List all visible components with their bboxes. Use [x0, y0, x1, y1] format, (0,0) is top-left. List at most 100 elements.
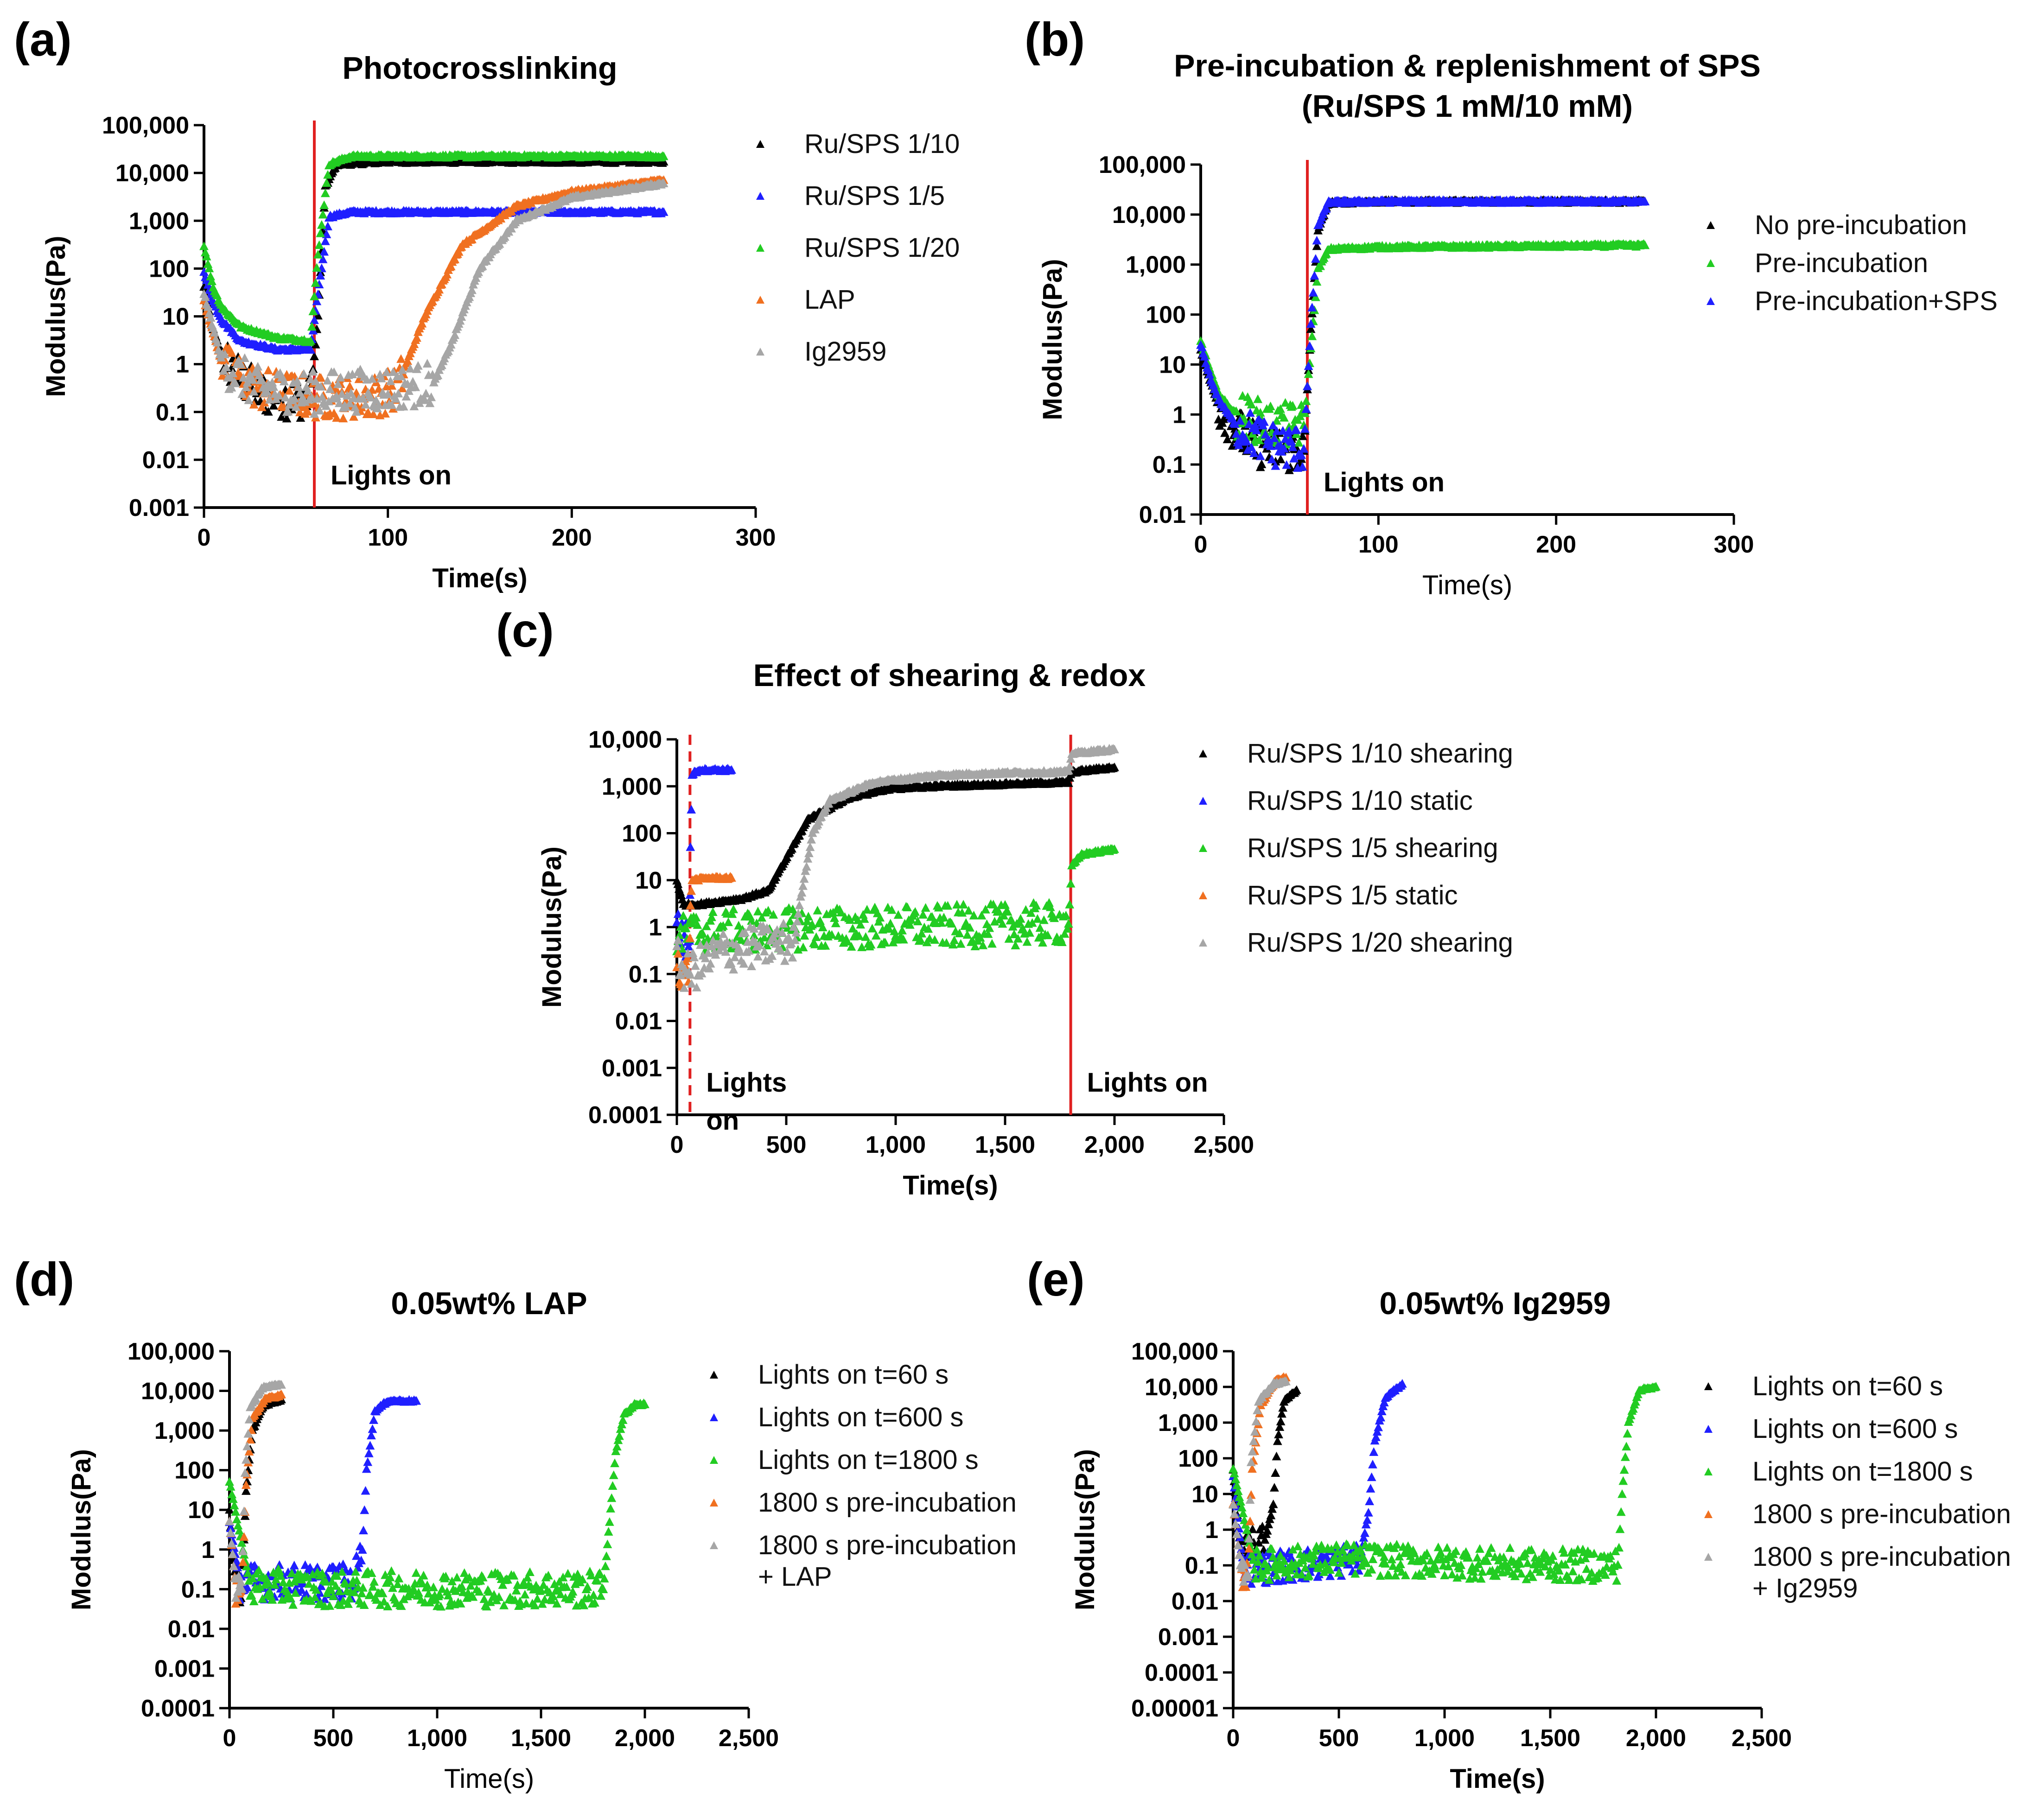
data-point: [685, 933, 695, 942]
data-point: [323, 375, 332, 385]
data-point: [350, 1587, 359, 1596]
y-tick-label: 1: [1205, 1517, 1218, 1544]
data-point: [316, 228, 325, 237]
data-point: [1249, 448, 1259, 457]
data-point: [1300, 424, 1310, 433]
data-point: [397, 383, 407, 393]
data-point: [821, 941, 830, 950]
data-point: [369, 1577, 379, 1586]
data-point: [379, 1596, 389, 1606]
data-point: [363, 407, 373, 417]
data-point: [1250, 420, 1260, 430]
data-point: [1254, 435, 1264, 445]
data-point: [337, 1567, 347, 1576]
data-point: [866, 940, 876, 949]
legend-label: Pre-incubation: [1755, 248, 1928, 278]
data-point: [677, 944, 687, 953]
data-point: [1205, 369, 1215, 379]
data-point: [759, 947, 769, 956]
x-axis-label: Time(s): [903, 1170, 998, 1201]
data-point: [1264, 435, 1274, 445]
x-tick-label: 1,500: [1520, 1725, 1580, 1752]
data-point: [322, 178, 331, 187]
x-tick-label: 500: [766, 1131, 807, 1158]
data-point: [434, 285, 444, 294]
data-point: [258, 1594, 267, 1603]
data-point: [367, 374, 377, 383]
data-point: [754, 941, 764, 949]
data-point: [757, 913, 767, 922]
data-point: [437, 1584, 447, 1593]
data-point: [321, 1576, 331, 1586]
data-point: [893, 910, 903, 919]
data-point: [918, 910, 928, 919]
data-point: [747, 961, 756, 970]
data-point: [382, 367, 391, 376]
data-point: [313, 311, 323, 320]
y-tick-label: 1: [201, 1537, 215, 1564]
data-point: [456, 1599, 465, 1608]
data-point: [589, 1590, 599, 1599]
data-point: [344, 1599, 353, 1608]
data-point: [798, 942, 808, 952]
data-point: [421, 388, 431, 398]
chart-title: Pre-incubation & replenishment of SPS: [1174, 48, 1761, 83]
data-point: [779, 919, 788, 928]
data-point: [338, 1596, 348, 1605]
data-point: [1268, 1499, 1278, 1508]
data-point: [537, 1599, 547, 1608]
data-point: [964, 906, 974, 915]
data-point: [727, 873, 736, 882]
data-point: [672, 941, 681, 950]
data-point: [1272, 1451, 1281, 1461]
data-point: [299, 369, 309, 378]
legend-label: Ru/SPS 1/5 static: [1247, 880, 1458, 910]
data-point: [830, 913, 839, 922]
data-point: [983, 929, 993, 938]
data-point: [1286, 463, 1295, 471]
data-point: [1278, 426, 1288, 435]
data-point: [836, 908, 846, 917]
data-point: [243, 1429, 253, 1438]
data-point: [994, 906, 1003, 915]
data-point: [316, 381, 326, 391]
data-point: [1282, 460, 1292, 469]
data-point: [802, 862, 811, 871]
legend-marker: [1199, 891, 1207, 899]
data-point: [414, 1588, 423, 1597]
y-tick-label: 100: [1178, 1445, 1218, 1472]
data-point: [533, 1594, 542, 1603]
data-point: [525, 1567, 535, 1576]
legend-label: Ru/SPS 1/10 static: [1247, 786, 1473, 816]
x-tick-label: 200: [552, 524, 592, 551]
y-axis-label: Modulus(Pa): [537, 846, 567, 1008]
data-point: [592, 1576, 602, 1585]
data-point: [419, 1570, 428, 1580]
data-point: [1260, 417, 1269, 426]
x-tick-label: 100: [1358, 531, 1399, 558]
data-point: [795, 900, 804, 909]
x-tick-label: 2,000: [1626, 1725, 1686, 1752]
data-point: [1289, 453, 1299, 463]
data-point: [352, 1576, 362, 1584]
data-point: [831, 918, 841, 928]
data-point: [1016, 914, 1025, 923]
data-point: [861, 932, 871, 941]
data-point: [1027, 918, 1037, 927]
data-point: [1306, 324, 1316, 333]
y-tick-label: 10,000: [1145, 1374, 1218, 1401]
data-point: [804, 848, 814, 858]
data-point: [936, 918, 946, 927]
data-point: [310, 409, 319, 418]
data-point: [329, 1591, 338, 1600]
data-point: [249, 400, 259, 409]
data-point: [1248, 1524, 1257, 1533]
data-point: [351, 407, 361, 416]
y-tick-label: 1,000: [1126, 252, 1186, 279]
y-tick-label: 0.0001: [141, 1695, 215, 1722]
data-point: [310, 1592, 320, 1602]
data-point: [548, 1591, 558, 1601]
data-point: [226, 1523, 236, 1532]
data-point: [336, 373, 345, 381]
data-point: [885, 919, 895, 928]
